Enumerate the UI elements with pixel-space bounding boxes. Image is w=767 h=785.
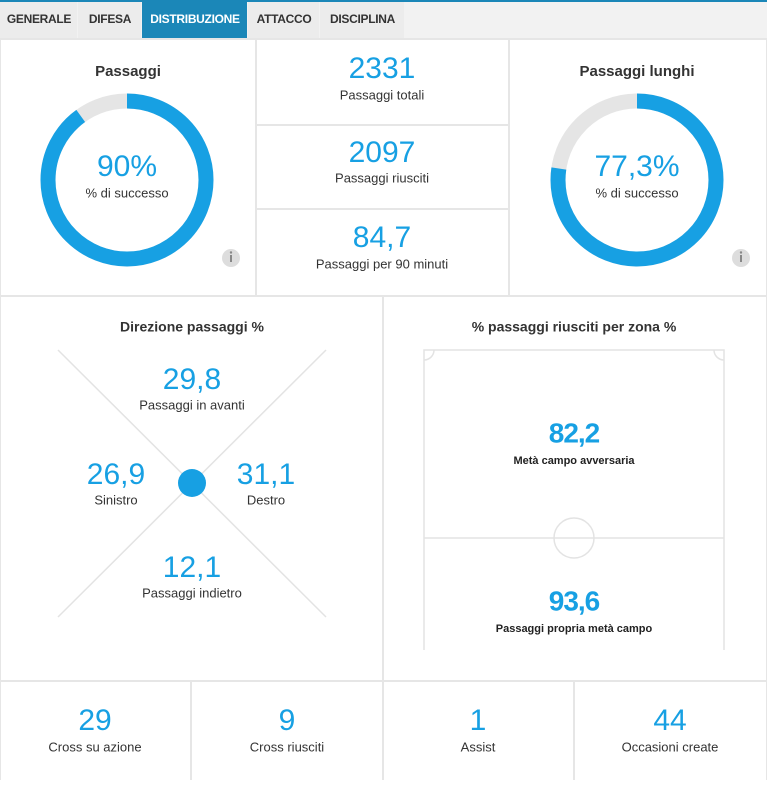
panel [384, 682, 573, 780]
stat-value: 84,7 [353, 221, 411, 254]
direction-label: Passaggi indietro [142, 585, 242, 600]
direction-value: 26,9 [87, 458, 145, 491]
stat-value: 1 [470, 704, 487, 737]
info-icon[interactable] [732, 249, 750, 267]
zone-value: 82,2 [549, 417, 600, 448]
direction-label: Sinistro [94, 492, 137, 507]
stat-label: Cross riusciti [250, 739, 325, 754]
panel-title: % passaggi riusciti per zona % [472, 319, 677, 335]
panel-title: Passaggi lunghi [579, 63, 694, 80]
tabs: GENERALE DIFESA DISTRIBUZIONE ATTACCO DISCIP… [0, 2, 404, 38]
direction-value: 29,8 [163, 363, 221, 396]
panel [257, 210, 508, 295]
panel [192, 682, 382, 780]
stat-label: Passaggi per 90 minuti [316, 256, 448, 271]
panel-title: Direzione passaggi % [120, 319, 264, 335]
stat-value: 2331 [349, 52, 416, 85]
zone-label: Metà campo avversaria [513, 455, 635, 467]
top-border [0, 0, 767, 2]
direction-value: 12,1 [163, 551, 221, 584]
panel-title: Passaggi [95, 63, 161, 80]
donut-arc [550, 93, 724, 267]
panel [257, 126, 508, 208]
donut-arc [40, 93, 214, 267]
tab[interactable] [320, 2, 404, 38]
center-dot [178, 469, 206, 497]
panel [1, 682, 190, 780]
panel [575, 682, 766, 780]
direction-label: Destro [247, 492, 285, 507]
tab[interactable] [142, 2, 247, 38]
donut-value: 90% [97, 150, 157, 183]
stat-value: 9 [279, 704, 296, 737]
bottom-stats: 29 Cross su azione 9 Cross riusciti 1 Assist 4… [48, 704, 718, 755]
stat-label: Occasioni create [622, 739, 719, 754]
stat-label: Assist [461, 739, 496, 754]
direction-label: Passaggi in avanti [139, 397, 245, 412]
tab[interactable] [0, 2, 77, 38]
tab-label[interactable]: DISCIPLINA [330, 12, 396, 26]
donut-caption: % di successo [595, 185, 678, 200]
direction-value: 31,1 [237, 458, 295, 491]
stat-value: 44 [653, 704, 686, 737]
tab-label[interactable]: GENERALE [7, 12, 72, 26]
donut-value: 77,3% [594, 150, 679, 183]
panel [384, 297, 766, 680]
tab-label[interactable]: DIFESA [89, 12, 132, 26]
tab[interactable] [248, 2, 319, 38]
tab-label[interactable]: ATTACCO [257, 12, 312, 26]
donut-caption: % di successo [85, 185, 168, 200]
stat-label: Cross su azione [48, 739, 141, 754]
info-icon[interactable] [222, 249, 240, 267]
zone-value: 93,6 [549, 585, 600, 616]
stat-label: Passaggi totali [340, 87, 425, 102]
stat-value: 29 [78, 704, 111, 737]
panel [257, 40, 508, 124]
tab-label[interactable]: DISTRIBUZIONE [150, 12, 240, 26]
stat-label: Passaggi riusciti [335, 170, 429, 185]
tab[interactable] [78, 2, 141, 38]
stat-value: 2097 [349, 136, 416, 169]
zone-label: Passaggi propria metà campo [496, 623, 653, 635]
pitch [423, 349, 725, 650]
